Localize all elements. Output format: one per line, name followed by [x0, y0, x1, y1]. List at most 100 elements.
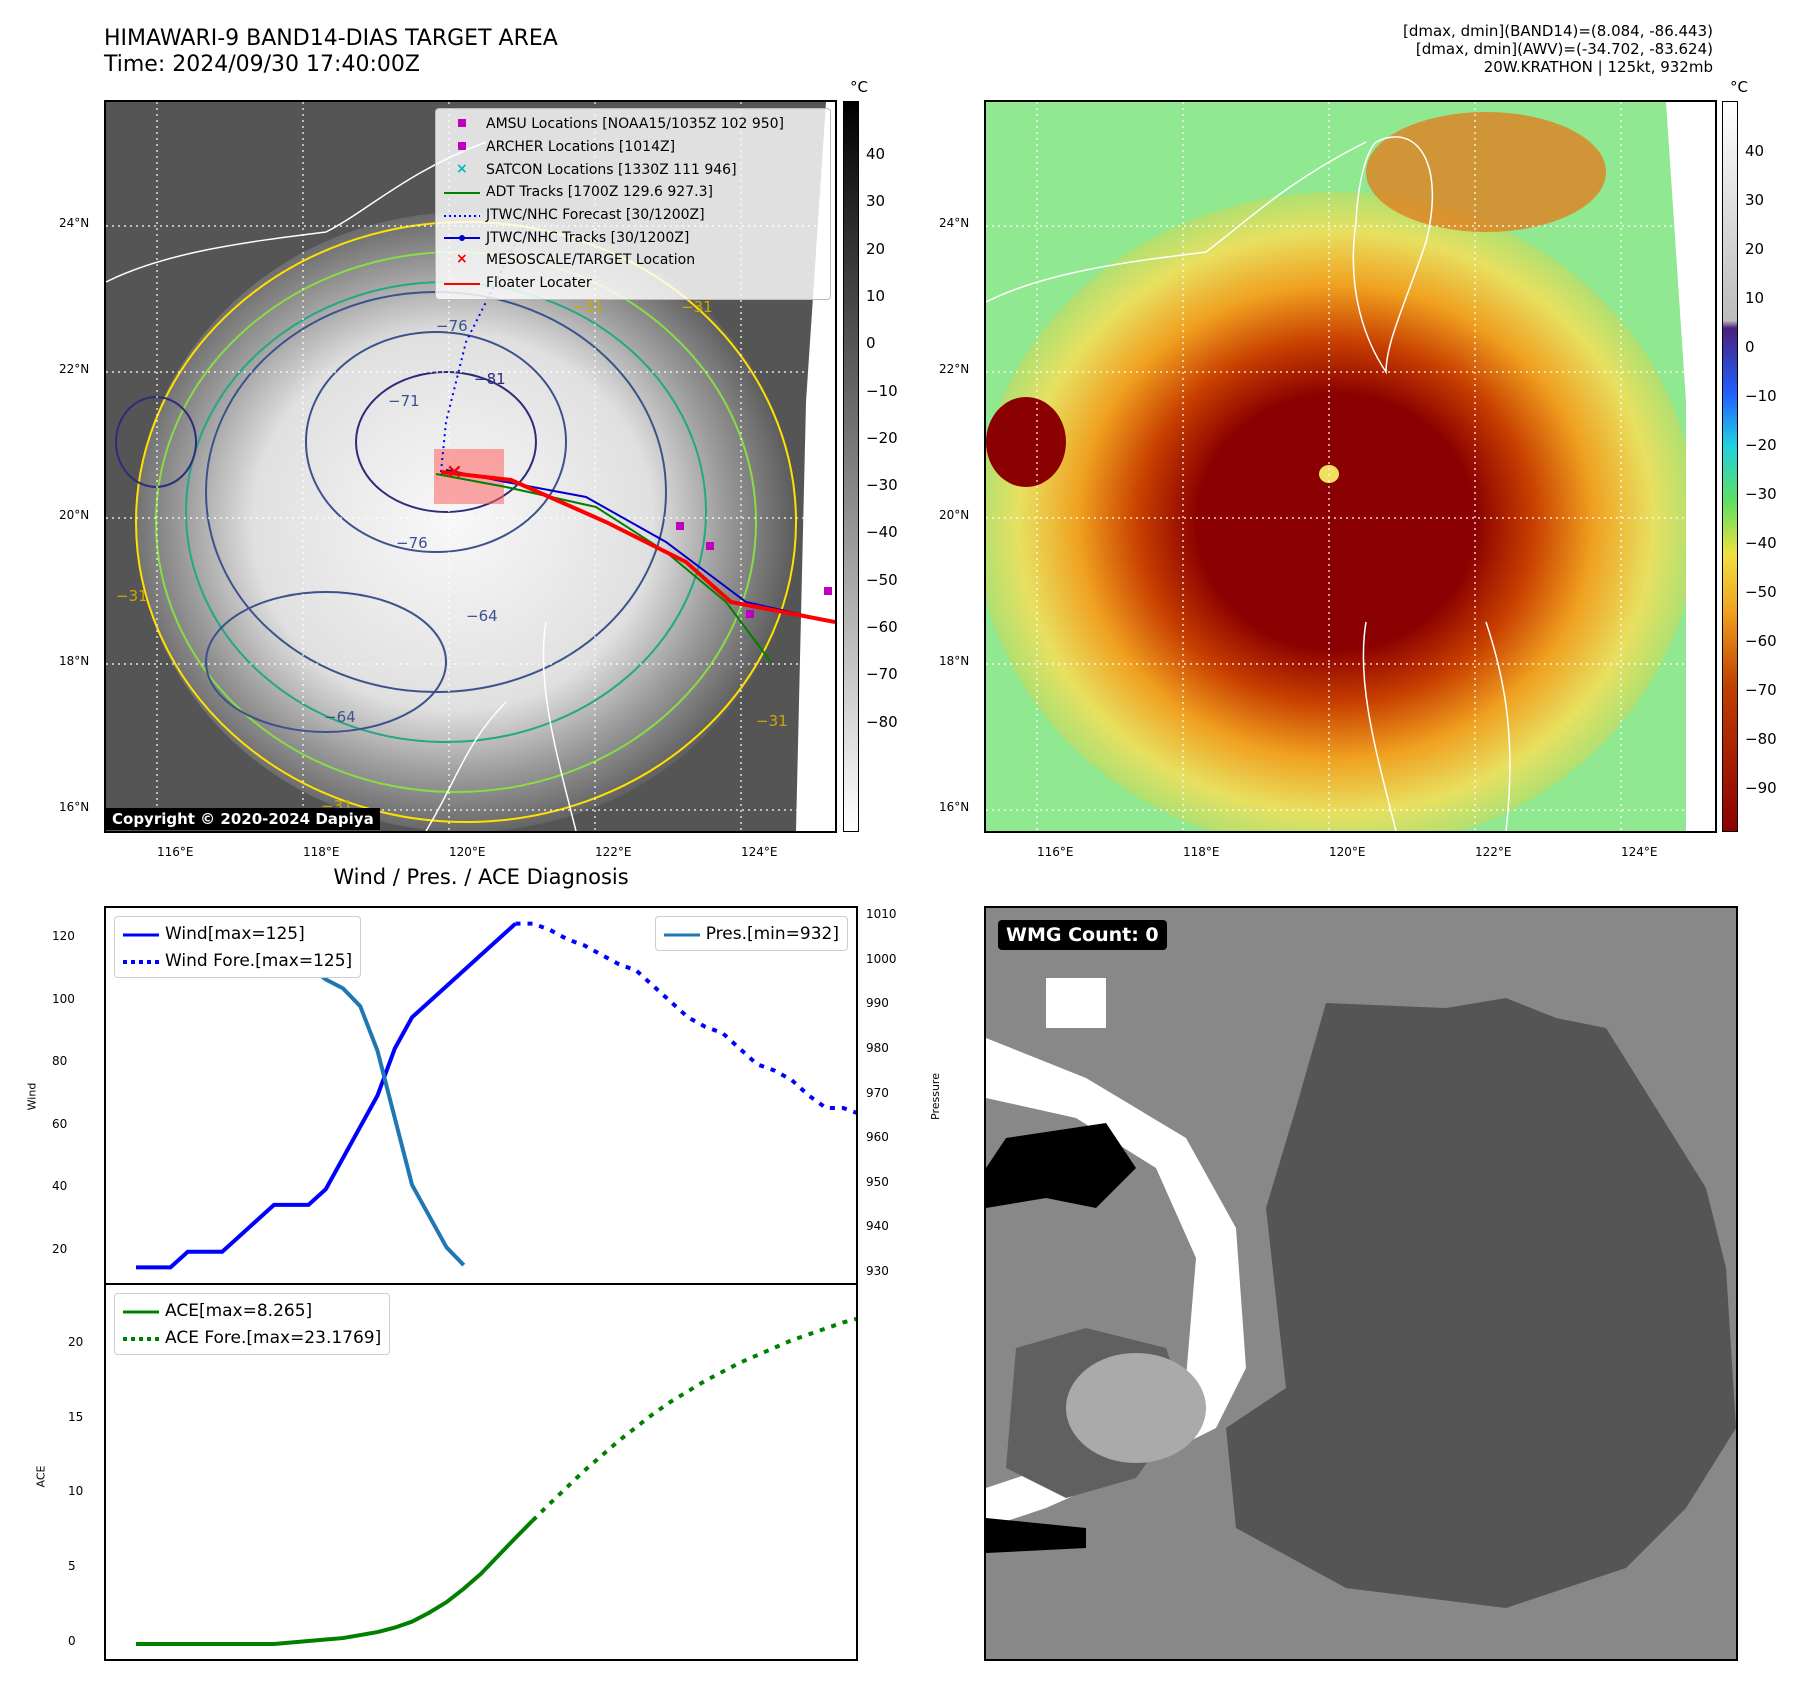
lat-tick: 16°N	[59, 800, 90, 814]
storm-cloud-shield	[136, 212, 796, 831]
colorbar-tick: −10	[1745, 387, 1777, 405]
lat-tick: 16°N	[939, 800, 970, 814]
legend-symbol-dotted	[444, 207, 480, 223]
panel2-header-line3: 20W.KRATHON | 125kt, 932mb	[1483, 58, 1713, 76]
panel2-header-line1: [dmax, dmin](BAND14)=(8.084, -86.443)	[1402, 22, 1713, 40]
pressure-tick: 940	[866, 1219, 889, 1234]
colorbar-tick: −50	[1745, 583, 1777, 601]
colorbar-tick: −40	[1745, 534, 1777, 552]
lat-tick: 18°N	[59, 654, 90, 668]
colorbar-tick: −60	[866, 618, 898, 636]
contour-label-76b: −76	[396, 534, 428, 552]
legend-label: SATCON Locations [1330Z 111 946]	[486, 161, 737, 178]
legend-symbol-linedot	[444, 230, 480, 246]
ace-legend-swatch	[123, 1301, 159, 1321]
ace-legend: ACE[max=8.265] ACE Fore.[max=23.1769]	[114, 1293, 391, 1355]
amsu-marker-3	[746, 610, 754, 618]
panel3-title: Wind / Pres. / ACE Diagnosis	[333, 865, 629, 889]
lon-tick: 124°E	[1621, 845, 1658, 859]
ace-legend-label: ACE[max=8.265]	[165, 1300, 313, 1321]
panel2-header: [dmax, dmin](BAND14)=(8.084, -86.443) [d…	[1403, 22, 1713, 76]
contour-label-31d: −31	[756, 712, 788, 730]
pressure-tick: 950	[866, 1174, 889, 1189]
legend-symbol-line	[444, 184, 480, 200]
wind-legend: Wind[max=125] Wind Fore.[max=125]	[114, 916, 362, 978]
wmg-black-bottom	[986, 1518, 1086, 1553]
colorbar-tick: −70	[866, 665, 898, 684]
colorbar-tick: −30	[1745, 485, 1777, 503]
lon-tick: 122°E	[595, 845, 632, 859]
colorbar-tick: −30	[866, 476, 898, 495]
legend-item: ADT Tracks [1700Z 129.6 927.3]	[444, 181, 822, 204]
legend-label: JTWC/NHC Forecast [30/1200Z]	[486, 207, 705, 224]
wmg-white-block	[1046, 978, 1106, 1028]
pressure-tick: 990	[866, 996, 889, 1011]
lon-tick: 118°E	[1183, 845, 1220, 859]
colorbar-tick: 40	[1745, 142, 1765, 160]
panel2-coastline-luzon	[1362, 621, 1511, 831]
wind-fore-legend-row: Wind Fore.[max=125]	[123, 947, 352, 974]
x-marker-target: ×	[446, 459, 463, 483]
series-line-1	[515, 921, 856, 1115]
contour-label-71: −71	[388, 392, 420, 410]
panel1-title: HIMAWARI-9 BAND14-DIAS TARGET AREA Time:…	[104, 26, 558, 78]
lat-tick: 24°N	[59, 216, 90, 230]
panel2-gridlines	[986, 102, 1715, 831]
panel2-header-line2: [dmax, dmin](AWV)=(-34.702, -83.624)	[1415, 40, 1713, 58]
legend-label: ARCHER Locations [1014Z]	[486, 139, 676, 156]
contour-label-64a: −64	[324, 708, 356, 726]
colorbar-tick: 0	[866, 334, 876, 353]
contour-label-76a: −76	[436, 317, 468, 335]
contour-label-81: −81	[474, 370, 506, 388]
legend-label: ADT Tracks [1700Z 129.6 927.3]	[486, 184, 713, 201]
svg-text:×: ×	[456, 252, 468, 264]
west-cell	[986, 397, 1066, 487]
contour-label-31c: −31	[116, 587, 148, 605]
south-cluster-contour	[205, 591, 447, 733]
wind-tick: 60	[52, 1116, 68, 1131]
legend-item: × SATCON Locations [1330Z 111 946]	[444, 158, 822, 181]
panel2-cbar-unit: °C	[1730, 78, 1748, 96]
panel1-title-line2: Time: 2024/09/30 17:40:00Z	[104, 52, 420, 77]
wmg-dark-region	[1226, 998, 1736, 1608]
contour-label-31b: −31	[681, 298, 713, 316]
colorbar-tick: 0	[1745, 338, 1755, 356]
colorbar-tick: −80	[866, 712, 898, 731]
storm-color-shield	[986, 192, 1696, 831]
ace-line-1	[531, 1317, 856, 1522]
ace-fore-legend-label: ACE Fore.[max=23.1769]	[165, 1327, 382, 1348]
wmg-black-arc	[986, 1123, 1136, 1208]
colorbar-tick: −80	[1745, 730, 1777, 748]
ace-tick: 20	[68, 1334, 84, 1349]
coastline-china	[106, 141, 487, 283]
wind-tick: 120	[52, 929, 75, 944]
wind-fore-legend-swatch	[123, 951, 159, 971]
panel1-map: × −76 −81 −76 −71 −64 −31 −31 −64 −31 −3…	[104, 100, 837, 833]
lat-tick: 22°N	[59, 362, 90, 376]
wind-legend-swatch	[123, 924, 159, 944]
ace-tick: 15	[68, 1409, 84, 1424]
legend-rows: AMSU Locations [NOAA15/1035Z 102 950] ARC…	[444, 113, 822, 295]
ace-plot: ACE[max=8.265] ACE Fore.[max=23.1769]	[104, 1283, 858, 1661]
wind-legend-label: Wind[max=125]	[165, 923, 305, 944]
colorbar-tick: 30	[1745, 191, 1765, 209]
legend-label: AMSU Locations [NOAA15/1035Z 102 950]	[486, 116, 785, 133]
colorbar-tick: 20	[866, 239, 886, 258]
amsu-marker-2	[706, 542, 714, 550]
panel1-legend: AMSU Locations [NOAA15/1035Z 102 950] ARC…	[435, 108, 831, 300]
wmg-count-badge: WMG Count: 0	[998, 920, 1167, 950]
pressure-legend-swatch	[663, 924, 700, 944]
panel2-map-svg	[986, 102, 1715, 831]
wind-tick: 20	[52, 1241, 68, 1256]
legend-symbol-square	[444, 116, 480, 132]
ace-tick: 10	[68, 1484, 84, 1499]
floater-locater-track	[440, 470, 835, 624]
coastline-luzon	[425, 621, 577, 831]
lon-tick: 124°E	[741, 845, 778, 859]
pressure-tick: 980	[866, 1040, 889, 1055]
lat-tick: 24°N	[939, 216, 970, 230]
legend-item: JTWC/NHC Tracks [30/1200Z]	[444, 226, 822, 249]
colorbar-tick: 40	[866, 145, 886, 163]
colorbar-tick: −70	[1745, 681, 1777, 699]
ace-tick: 5	[68, 1559, 76, 1574]
